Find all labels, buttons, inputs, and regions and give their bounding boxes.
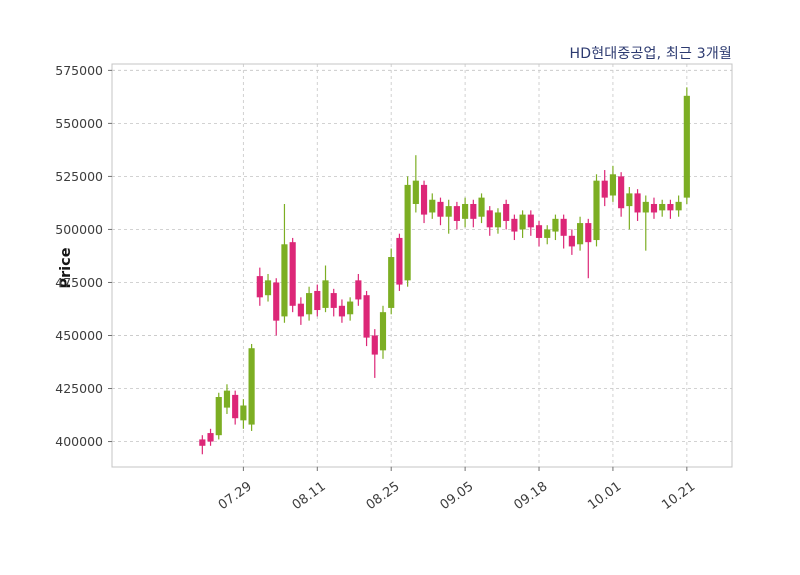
svg-text:400000: 400000 (55, 434, 103, 449)
svg-text:07.29: 07.29 (216, 479, 255, 513)
svg-text:10.21: 10.21 (659, 479, 698, 513)
svg-text:10.01: 10.01 (585, 479, 624, 513)
svg-text:525000: 525000 (55, 169, 103, 184)
svg-text:500000: 500000 (55, 222, 103, 237)
svg-text:575000: 575000 (55, 63, 103, 78)
svg-text:09.05: 09.05 (438, 479, 477, 513)
chart-title: HD현대중공업, 최근 3개월 (569, 46, 732, 62)
svg-text:450000: 450000 (55, 328, 103, 343)
svg-text:425000: 425000 (55, 381, 103, 396)
svg-text:475000: 475000 (55, 275, 103, 290)
svg-text:08.11: 08.11 (290, 479, 329, 513)
svg-text:550000: 550000 (55, 116, 103, 131)
svg-text:08.25: 08.25 (364, 479, 403, 513)
svg-text:09.18: 09.18 (511, 479, 550, 513)
